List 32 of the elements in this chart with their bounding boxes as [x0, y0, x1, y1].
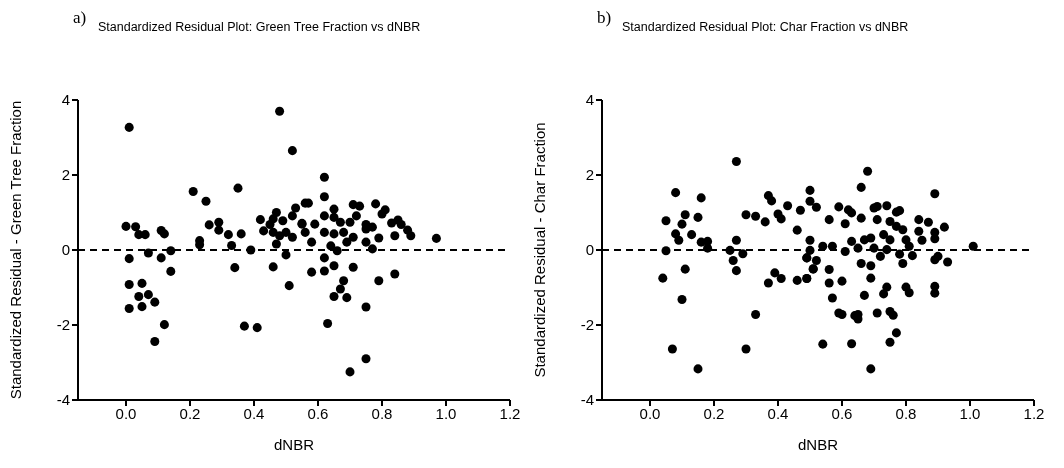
- chart-title: Standardized Residual Plot: Green Tree Fraction vs dNBR: [98, 20, 421, 34]
- x-tick-label: 1.2: [1023, 404, 1045, 422]
- x-tick-label: 0.0: [639, 404, 661, 422]
- x-tick-label: 0.6: [307, 404, 329, 422]
- y-axis-title: Standardized Residual - Green Tree Fraction: [7, 100, 25, 400]
- chart-title: Standardized Residual Plot: Char Fraction vs dNBR: [622, 20, 909, 34]
- text: b): [597, 8, 612, 28]
- text: a): [73, 8, 87, 28]
- x-tick-label: 0.2: [179, 404, 201, 422]
- y-tick-label: 0: [61, 241, 70, 259]
- x-tick-label: 1.2: [499, 404, 521, 422]
- y-tick-label: 2: [585, 166, 594, 184]
- x-tick-label: 0.8: [895, 404, 917, 422]
- y-tick-label: 4: [585, 91, 594, 109]
- x-tick-label: 0.6: [831, 404, 853, 422]
- y-tick-label: 0: [585, 241, 594, 259]
- y-tick-label: -2: [580, 316, 594, 334]
- x-tick-label: 0.4: [243, 404, 265, 422]
- x-tick-label: 0.0: [115, 404, 137, 422]
- x-tick-label: 0.8: [371, 404, 393, 422]
- y-tick-label: -4: [580, 391, 594, 409]
- y-axis-title: Standardized Residual - Char Fraction: [531, 122, 549, 378]
- x-tick-label: 1.0: [435, 404, 457, 422]
- x-axis-title: dNBR: [273, 436, 315, 453]
- y-tick-label: 4: [61, 91, 70, 109]
- x-tick-label: 0.2: [703, 404, 725, 422]
- x-axis-title: dNBR: [797, 436, 839, 453]
- x-tick-label: 0.4: [767, 404, 789, 422]
- y-tick-label: -2: [56, 316, 70, 334]
- y-tick-label: -4: [56, 391, 70, 409]
- x-tick-label: 1.0: [959, 404, 981, 422]
- y-tick-label: 2: [61, 166, 70, 184]
